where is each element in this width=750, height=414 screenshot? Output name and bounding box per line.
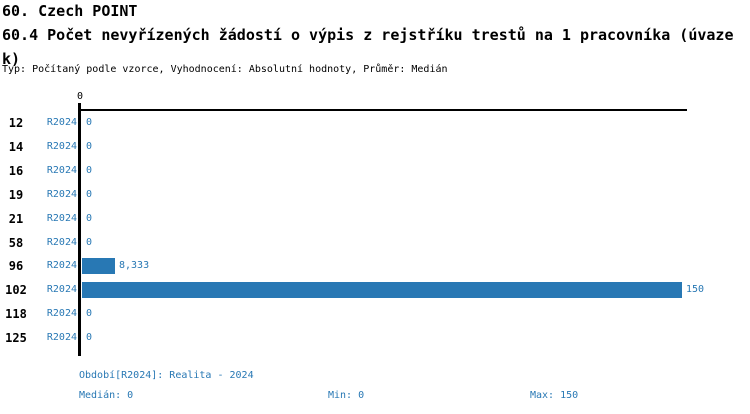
series-label: R2024 bbox=[46, 213, 77, 224]
chart-row: 14 R2024 0 bbox=[0, 135, 750, 159]
value-label: 0 bbox=[86, 308, 93, 319]
series-label: R2024 bbox=[46, 260, 77, 271]
category-label: 96 bbox=[8, 259, 24, 273]
category-label: 21 bbox=[8, 212, 24, 226]
chart-row: 118 R2024 0 bbox=[0, 302, 750, 326]
series-label: R2024 bbox=[46, 332, 77, 343]
series-label: R2024 bbox=[46, 117, 77, 128]
series-label: R2024 bbox=[46, 284, 77, 295]
page-title: 60. Czech POINT bbox=[2, 2, 138, 20]
value-label: 0 bbox=[86, 237, 93, 248]
series-label: R2024 bbox=[46, 237, 77, 248]
value-label: 0 bbox=[86, 332, 93, 343]
chart-row: 19 R2024 0 bbox=[0, 183, 750, 207]
x-axis-tick-label: 0 bbox=[76, 91, 84, 102]
value-label: 8,333 bbox=[119, 260, 150, 271]
category-label: 14 bbox=[8, 140, 24, 154]
value-label: 0 bbox=[86, 189, 93, 200]
series-label: R2024 bbox=[46, 141, 77, 152]
chart-title: 60.4 Počet nevyřízených žádostí o výpis … bbox=[2, 26, 734, 68]
series-label: R2024 bbox=[46, 189, 77, 200]
category-label: 12 bbox=[8, 116, 24, 130]
stat-max: Max: 150 bbox=[530, 390, 579, 401]
chart-row: 58 R2024 0 bbox=[0, 231, 750, 255]
y-axis-line bbox=[78, 103, 81, 356]
chart-row: 96 R2024 8,333 bbox=[0, 254, 750, 278]
category-label: 102 bbox=[5, 283, 27, 297]
category-label: 58 bbox=[8, 236, 24, 250]
chart-row: 12 R2024 0 bbox=[0, 111, 750, 135]
series-label: R2024 bbox=[46, 308, 77, 319]
category-label: 118 bbox=[5, 307, 27, 321]
category-label: 19 bbox=[8, 188, 24, 202]
chart-row: 16 R2024 0 bbox=[0, 159, 750, 183]
value-label: 0 bbox=[86, 165, 93, 176]
value-label: 0 bbox=[86, 141, 93, 152]
value-label: 150 bbox=[686, 284, 705, 295]
category-label: 16 bbox=[8, 164, 24, 178]
x-axis-line bbox=[78, 109, 687, 111]
bar bbox=[82, 258, 115, 274]
legend-period: Období[R2024]: Realita - 2024 bbox=[79, 370, 254, 381]
stat-min: Min: 0 bbox=[328, 390, 365, 401]
bar bbox=[82, 282, 682, 298]
value-label: 0 bbox=[86, 117, 93, 128]
chart-row: 102 R2024 150 bbox=[0, 278, 750, 302]
chart-row: 21 R2024 0 bbox=[0, 207, 750, 231]
series-label: R2024 bbox=[46, 165, 77, 176]
chart-row: 125 R2024 0 bbox=[0, 326, 750, 350]
stat-median: Medián: 0 bbox=[79, 390, 134, 401]
category-label: 125 bbox=[5, 331, 27, 345]
value-label: 0 bbox=[86, 213, 93, 224]
chart-settings-line: Typ: Počítaný podle vzorce, Vyhodnocení:… bbox=[2, 64, 448, 75]
